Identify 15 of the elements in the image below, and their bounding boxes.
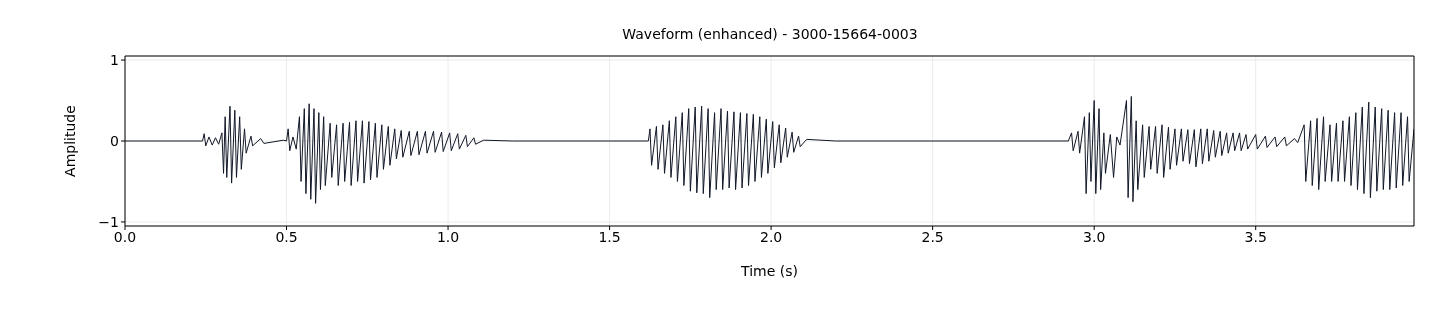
y-tick-label: 0 [110,132,119,149]
chart-title: Waveform (enhanced) - 3000-15664-0003 [621,25,919,44]
y-tick-label: −1 [98,213,119,230]
x-tick-label: 0.0 [113,228,137,245]
y-tick-label: 1 [110,52,119,69]
line-series [125,95,1414,204]
x-tick-label: 1.0 [436,228,460,245]
x-tick-label: 1.5 [598,228,621,245]
x-tick-label: 2.5 [921,228,944,245]
x-axis-title: Time (s) [740,263,798,279]
x-tick-label: 3.5 [1244,228,1267,245]
x-tick-label: 3.0 [1083,228,1106,245]
x-tick-label: 0.5 [275,228,298,245]
x-tick-label: 2.0 [759,228,783,245]
y-axis-title: Amplitude [61,105,78,177]
